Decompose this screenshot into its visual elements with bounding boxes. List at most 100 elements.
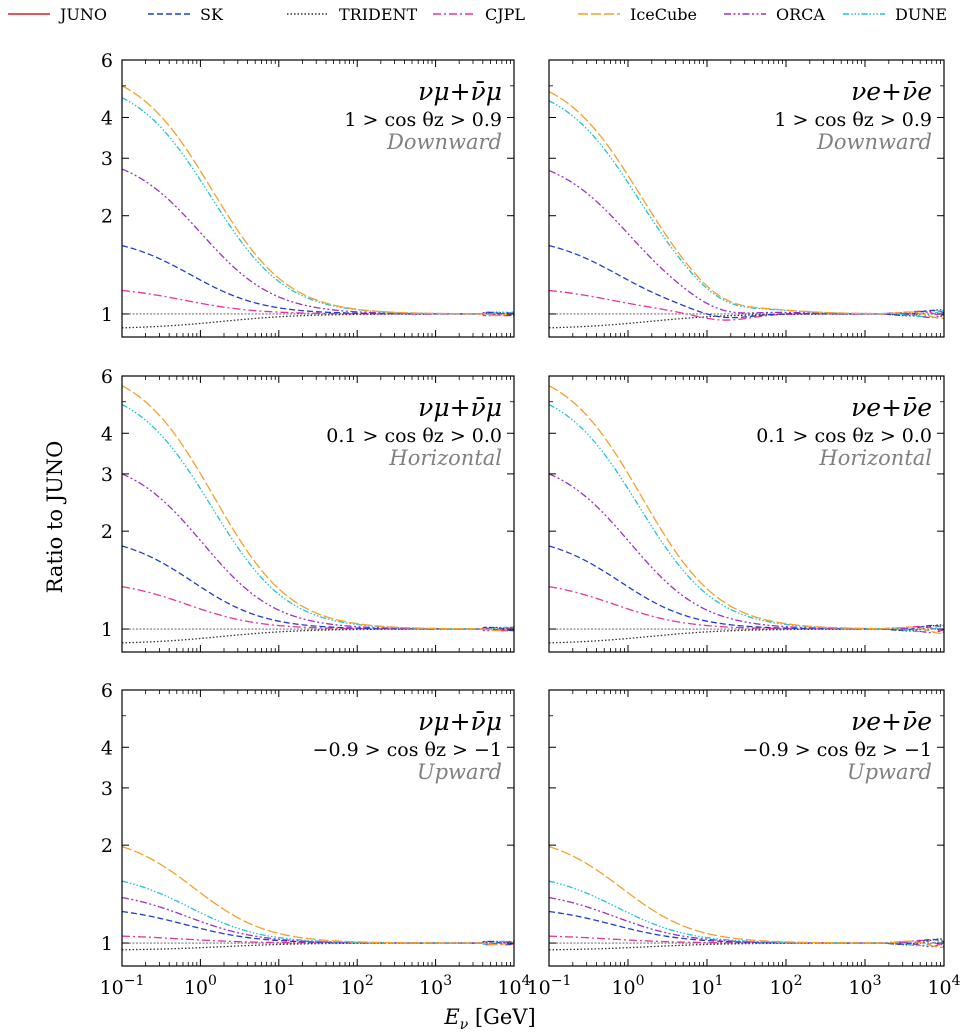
y-tick-label: 3 xyxy=(101,464,113,486)
x-tick-label: 104 xyxy=(497,973,530,999)
x-tick-label: 103 xyxy=(848,973,881,999)
y-tick-label: 3 xyxy=(101,778,113,800)
panel-flavor-label: νe+ν̄e xyxy=(851,393,932,422)
y-tick-label: 6 xyxy=(101,366,113,388)
panel-range-label: −0.9 > cos θz > −1 xyxy=(313,739,502,761)
panel-curves xyxy=(122,385,514,644)
legend-label-dune: DUNE xyxy=(895,5,947,24)
panel-flavor-label: νμ+ν̄μ xyxy=(418,77,502,106)
series-orca xyxy=(549,169,944,319)
y-tick-label: 1 xyxy=(101,304,113,326)
series-icecube xyxy=(122,385,514,632)
legend-entry-dune: DUNE xyxy=(843,5,947,24)
x-tick-label: 10−1 xyxy=(100,973,145,999)
series-cjpl xyxy=(549,586,944,634)
series-dune xyxy=(122,404,514,631)
panel-curves xyxy=(549,91,944,329)
panel-range-label: 1 > cos θz > 0.9 xyxy=(344,109,502,131)
panel-curves xyxy=(122,85,514,329)
panel-direction-label: Horizontal xyxy=(818,446,932,470)
series-cjpl xyxy=(549,289,944,321)
y-tick-label: 6 xyxy=(101,50,113,72)
legend-entry-cjpl: CJPL xyxy=(433,5,525,24)
y-tick-label: 4 xyxy=(101,423,113,445)
series-trident xyxy=(122,626,514,644)
panel-6: 10−1 100 101 102 103 104 νe+ν̄e −0.9 > cos θz >… xyxy=(527,689,961,999)
panel-frame xyxy=(121,59,515,338)
series-sk xyxy=(549,244,944,319)
series-icecube xyxy=(549,385,944,635)
panel-flavor-label: νμ+ν̄μ xyxy=(418,393,502,422)
panel-curves xyxy=(122,845,514,951)
y-tick-label: 2 xyxy=(101,521,113,543)
y-tick-label: 2 xyxy=(101,206,113,228)
panel-curves xyxy=(549,385,944,644)
panel-frame xyxy=(548,689,945,967)
series-icecube xyxy=(122,85,514,317)
series-dune xyxy=(549,880,944,947)
panel-range-label: 1 > cos θz > 0.9 xyxy=(774,109,932,131)
series-orca xyxy=(122,168,514,317)
y-tick-label: 4 xyxy=(101,737,113,759)
panel-5: 1 2 3 4 6 10−1 100 101 102 103 104 νμ+ν̄μ −0.9 > cos… xyxy=(100,680,531,999)
legend-label-juno: JUNO xyxy=(58,5,107,24)
panel-flavor-label: νμ+ν̄μ xyxy=(418,707,502,736)
panel-frame xyxy=(548,59,945,338)
panel-frame xyxy=(121,689,515,967)
panel-direction-label: Downward xyxy=(386,130,502,154)
series-icecube xyxy=(549,845,944,949)
series-sk xyxy=(122,244,514,317)
series-sk xyxy=(122,910,514,946)
series-dune xyxy=(549,404,944,633)
legend-label-orca: ORCA xyxy=(776,5,825,24)
x-tick-label: 104 xyxy=(927,973,960,999)
series-cjpl xyxy=(549,935,944,948)
panel-flavor-label: νe+ν̄e xyxy=(851,707,932,736)
panel-range-label: 0.1 > cos θz > 0.0 xyxy=(756,425,932,447)
y-tick-label: 1 xyxy=(101,619,113,641)
series-icecube xyxy=(122,845,514,946)
x-tick-label: 101 xyxy=(690,973,723,999)
series-orca xyxy=(549,473,944,634)
series-trident xyxy=(549,309,944,329)
series-icecube xyxy=(549,91,944,319)
series-orca xyxy=(122,896,514,946)
y-tick-label: 1 xyxy=(101,933,113,955)
legend-label-sk: SK xyxy=(200,5,224,24)
y-axis-label: Ratio to JUNO xyxy=(43,441,67,594)
series-trident xyxy=(122,311,514,329)
x-tick-label: 100 xyxy=(184,973,217,999)
series-sk xyxy=(122,545,514,632)
x-axis-label: Eν [GeV] xyxy=(443,1005,535,1033)
legend-entry-trident: TRIDENT xyxy=(287,5,418,24)
legend-entry-icecube: IceCube xyxy=(578,5,697,24)
y-tick-label: 3 xyxy=(101,148,113,170)
series-dune xyxy=(122,880,514,945)
series-cjpl xyxy=(122,586,514,632)
y-tick-label: 6 xyxy=(101,680,113,702)
x-tick-label: 103 xyxy=(419,973,452,999)
panel-frame xyxy=(548,375,945,653)
legend: JUNO SK TRIDENT CJPL IceCube ORCA DUNE xyxy=(8,5,947,24)
legend-label-trident: TRIDENT xyxy=(339,5,418,24)
y-tick-label: 4 xyxy=(101,107,113,129)
legend-entry-juno: JUNO xyxy=(8,5,107,24)
y-tick-label: 2 xyxy=(101,835,113,857)
panel-range-label: −0.9 > cos θz > −1 xyxy=(743,739,932,761)
panel-direction-label: Horizontal xyxy=(388,446,502,470)
series-sk xyxy=(549,545,944,631)
x-tick-label: 101 xyxy=(262,973,295,999)
panel-curves xyxy=(549,845,944,951)
legend-label-icecube: IceCube xyxy=(630,5,697,24)
series-cjpl xyxy=(122,289,514,317)
x-tick-label: 100 xyxy=(611,973,644,999)
x-tick-label: 102 xyxy=(341,973,374,999)
panel-range-label: 0.1 > cos θz > 0.0 xyxy=(326,425,502,447)
series-trident xyxy=(549,624,944,644)
